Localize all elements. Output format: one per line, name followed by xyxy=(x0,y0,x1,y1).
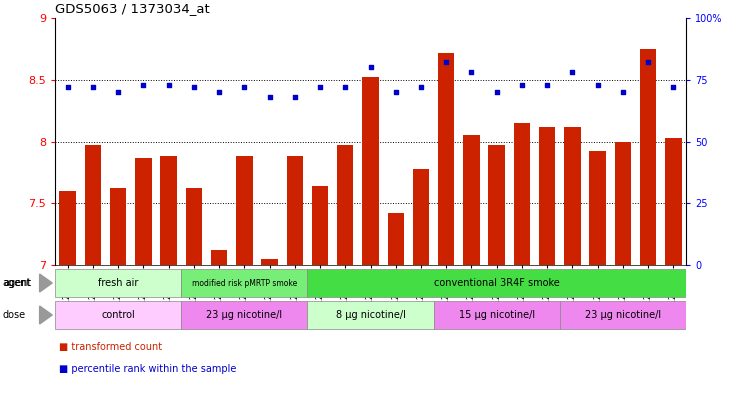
Bar xyxy=(160,156,177,265)
Bar xyxy=(236,156,252,265)
Bar xyxy=(308,268,686,298)
Bar xyxy=(665,138,682,265)
Bar xyxy=(60,191,76,265)
Text: modified risk pMRTP smoke: modified risk pMRTP smoke xyxy=(192,279,297,288)
Bar xyxy=(55,301,182,329)
Point xyxy=(289,94,300,100)
Text: 15 µg nicotine/l: 15 µg nicotine/l xyxy=(458,310,535,320)
Bar xyxy=(211,250,227,265)
Text: agent: agent xyxy=(4,278,32,288)
Bar xyxy=(463,135,480,265)
Text: 8 µg nicotine/l: 8 µg nicotine/l xyxy=(336,310,405,320)
Bar xyxy=(560,301,686,329)
Point xyxy=(365,64,376,71)
Bar xyxy=(640,49,656,265)
Text: agent: agent xyxy=(3,278,31,288)
Point xyxy=(567,69,579,75)
Text: GDS5063 / 1373034_at: GDS5063 / 1373034_at xyxy=(55,2,210,15)
Bar xyxy=(514,123,530,265)
Bar xyxy=(312,186,328,265)
Bar xyxy=(615,141,631,265)
Bar xyxy=(413,169,430,265)
Point xyxy=(87,84,99,90)
Bar xyxy=(489,145,505,265)
Bar xyxy=(55,268,182,298)
Text: 23 µg nicotine/l: 23 µg nicotine/l xyxy=(584,310,661,320)
Polygon shape xyxy=(40,306,52,324)
Point xyxy=(238,84,250,90)
Point xyxy=(137,81,149,88)
Point xyxy=(667,84,679,90)
Bar xyxy=(337,145,354,265)
Bar xyxy=(110,188,126,265)
Bar xyxy=(387,213,404,265)
Point xyxy=(466,69,477,75)
Point xyxy=(642,59,654,66)
Point xyxy=(263,94,275,100)
Point xyxy=(441,59,452,66)
Point xyxy=(188,84,200,90)
Point xyxy=(541,81,553,88)
Point xyxy=(314,84,326,90)
Point xyxy=(516,81,528,88)
Polygon shape xyxy=(40,274,52,292)
Bar xyxy=(362,77,379,265)
Bar xyxy=(590,151,606,265)
Bar xyxy=(539,127,556,265)
Bar xyxy=(85,145,101,265)
Bar xyxy=(438,53,455,265)
Text: conventional 3R4F smoke: conventional 3R4F smoke xyxy=(434,278,559,288)
Point xyxy=(112,89,124,95)
Bar xyxy=(286,156,303,265)
Bar xyxy=(182,301,308,329)
Point xyxy=(617,89,629,95)
Point xyxy=(62,84,74,90)
Text: fresh air: fresh air xyxy=(98,278,138,288)
Text: 23 µg nicotine/l: 23 µg nicotine/l xyxy=(206,310,283,320)
Point xyxy=(390,89,401,95)
Point xyxy=(491,89,503,95)
Bar xyxy=(135,158,151,265)
Text: dose: dose xyxy=(3,310,26,320)
Bar xyxy=(186,188,202,265)
Point xyxy=(592,81,604,88)
Bar xyxy=(261,259,277,265)
Bar xyxy=(434,301,560,329)
Bar xyxy=(565,127,581,265)
Text: control: control xyxy=(101,310,135,320)
Point xyxy=(339,84,351,90)
Text: ■ transformed count: ■ transformed count xyxy=(59,342,162,352)
Point xyxy=(415,84,427,90)
Bar xyxy=(308,301,434,329)
Point xyxy=(213,89,225,95)
Point xyxy=(162,81,174,88)
Bar xyxy=(182,268,308,298)
Text: ■ percentile rank within the sample: ■ percentile rank within the sample xyxy=(59,364,236,374)
